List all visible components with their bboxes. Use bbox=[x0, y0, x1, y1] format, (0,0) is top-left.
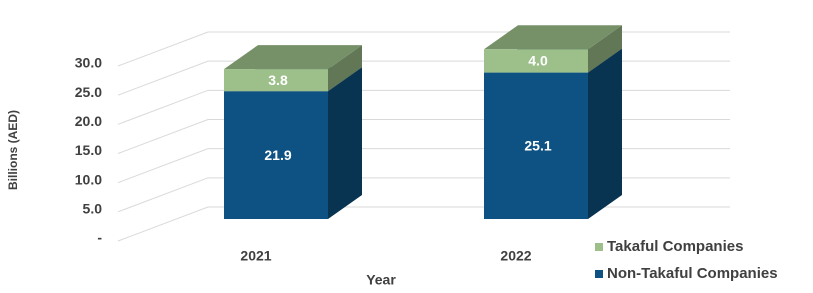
legend-label: Takaful Companies bbox=[607, 238, 743, 255]
bar-side bbox=[328, 67, 362, 219]
y-axis-title: Billions (AED) bbox=[6, 110, 20, 190]
data-label: 25.1 bbox=[524, 137, 551, 153]
bar-side bbox=[328, 45, 362, 92]
bar bbox=[484, 72, 588, 219]
y-tick-label: 10.0 bbox=[75, 171, 102, 187]
x-tick-label: 2021 bbox=[240, 248, 271, 264]
legend-swatch bbox=[595, 243, 603, 251]
bar-side bbox=[588, 25, 622, 73]
legend-label: Non-Takaful Companies bbox=[607, 265, 778, 282]
y-tick-label: 5.0 bbox=[83, 201, 103, 217]
bar bbox=[224, 91, 328, 219]
data-label: 4.0 bbox=[528, 53, 548, 69]
bar bbox=[224, 69, 328, 92]
x-axis-title: Year bbox=[366, 272, 396, 288]
data-label: 21.9 bbox=[264, 147, 291, 163]
y-tick-label: 25.0 bbox=[75, 84, 102, 100]
bar-top bbox=[484, 25, 622, 50]
data-label: 3.8 bbox=[268, 72, 288, 88]
y-tick-label: 20.0 bbox=[75, 113, 102, 129]
y-tick-label: - bbox=[97, 230, 102, 246]
y-tick-label: 15.0 bbox=[75, 142, 102, 158]
grid-line bbox=[117, 206, 730, 242]
legend-swatch bbox=[595, 270, 603, 278]
bar bbox=[484, 49, 588, 73]
x-tick-label: 2022 bbox=[500, 248, 531, 264]
bar-top bbox=[224, 45, 362, 70]
bar-side bbox=[588, 48, 622, 220]
y-tick-label: 30.0 bbox=[75, 55, 102, 71]
